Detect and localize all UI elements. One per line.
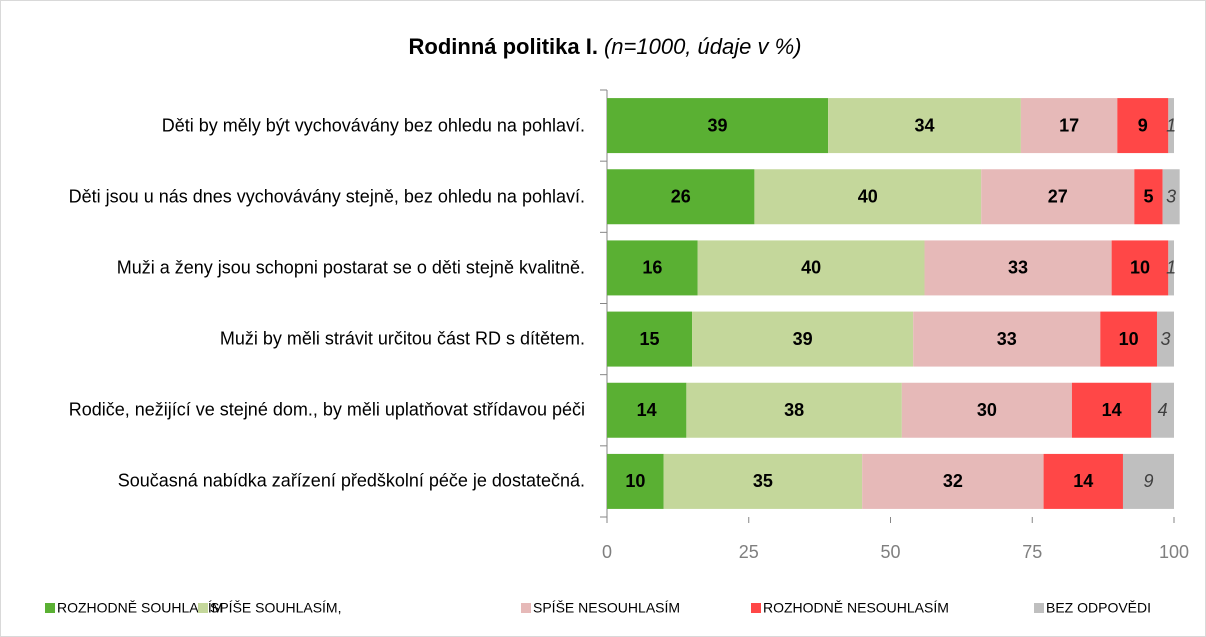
legend-swatch xyxy=(45,603,55,613)
legend-swatch xyxy=(751,603,761,613)
chart-title: Rodinná politika I. xyxy=(409,34,598,59)
value-label: 32 xyxy=(943,471,963,491)
bar-segment xyxy=(607,453,664,509)
value-label: 26 xyxy=(671,187,691,207)
bar-segment xyxy=(607,169,755,225)
value-label: 1 xyxy=(1166,115,1176,135)
bar-segment xyxy=(1151,382,1174,438)
bar-segment xyxy=(1100,311,1157,367)
category-label: Děti jsou u nás dnes vychovávány stejně,… xyxy=(68,186,585,207)
legend-label: SPÍŠE SOUHLASÍM, xyxy=(210,600,341,616)
legend-swatch xyxy=(1034,603,1044,613)
value-label: 35 xyxy=(753,471,773,491)
category-label: Současná nabídka zařízení předškolní péč… xyxy=(117,470,585,491)
value-label: 5 xyxy=(1143,187,1153,207)
legend-label: ROZHODNĚ NESOUHLASÍM xyxy=(763,600,949,616)
bar-segment xyxy=(754,169,982,225)
value-label: 9 xyxy=(1138,115,1148,135)
x-tick-label: 50 xyxy=(880,542,900,562)
value-label: 39 xyxy=(708,115,728,135)
bar-segment xyxy=(697,240,925,296)
value-label: 33 xyxy=(1008,258,1028,278)
value-label: 9 xyxy=(1143,471,1153,491)
value-label: 40 xyxy=(858,187,878,207)
value-label: 16 xyxy=(642,258,662,278)
value-label: 10 xyxy=(1119,329,1139,349)
bar-segment xyxy=(981,169,1135,225)
value-label: 4 xyxy=(1158,400,1168,420)
bar-segment xyxy=(607,98,829,154)
value-label: 10 xyxy=(625,471,645,491)
value-label: 15 xyxy=(640,329,660,349)
legend-swatch xyxy=(198,603,208,613)
bar-segment xyxy=(686,382,902,438)
x-tick-label: 0 xyxy=(602,542,612,562)
category-label: Děti by měly být vychovávány bez ohledu … xyxy=(161,115,585,136)
x-tick-label: 75 xyxy=(1022,542,1042,562)
value-label: 14 xyxy=(1102,400,1122,420)
value-label: 39 xyxy=(793,329,813,349)
value-label: 40 xyxy=(801,258,821,278)
bar-segment xyxy=(1111,240,1169,296)
bar-segment xyxy=(1122,453,1174,509)
bar-segment xyxy=(1117,98,1169,154)
bar-segment xyxy=(924,240,1112,296)
chart-subtitle: (n=1000, údaje v %) xyxy=(604,34,802,59)
chart-title-group: Rodinná politika I. (n=1000, údaje v %) xyxy=(409,34,802,59)
value-label: 14 xyxy=(637,400,657,420)
value-label: 3 xyxy=(1166,187,1176,207)
bar-segment xyxy=(862,453,1044,509)
value-label: 34 xyxy=(915,115,935,135)
value-label: 27 xyxy=(1048,187,1068,207)
bar-segment xyxy=(1071,382,1152,438)
value-label: 38 xyxy=(784,400,804,420)
value-label: 33 xyxy=(997,329,1017,349)
legend-label: ROZHODNĚ SOUHLASÍM xyxy=(57,600,223,616)
category-label: Muži a ženy jsou schopni postarat se o d… xyxy=(116,257,585,278)
category-label: Rodiče, nežijící ve stejné dom., by měli… xyxy=(68,399,585,420)
value-label: 30 xyxy=(977,400,997,420)
value-label: 10 xyxy=(1130,258,1150,278)
bar-segment xyxy=(1168,98,1174,154)
value-label: 17 xyxy=(1059,115,1079,135)
bar-segment xyxy=(1168,240,1174,296)
bar-segment xyxy=(828,98,1021,154)
bar-segment xyxy=(1156,311,1174,367)
value-label: 3 xyxy=(1160,329,1170,349)
bar-segment xyxy=(692,311,914,367)
legend-swatch xyxy=(521,603,531,613)
category-label: Muži by měli strávit určitou část RD s d… xyxy=(219,328,585,349)
bar-segment xyxy=(1134,169,1163,225)
x-tick-label: 25 xyxy=(739,542,759,562)
value-label: 14 xyxy=(1073,471,1093,491)
bar-segment xyxy=(913,311,1101,367)
bar-segment xyxy=(663,453,863,509)
legend-label: SPÍŠE NESOUHLASÍM xyxy=(533,600,680,616)
bar-segment xyxy=(1043,453,1123,509)
value-label: 1 xyxy=(1166,258,1176,278)
bar-segment xyxy=(1162,169,1180,225)
x-tick-label: 100 xyxy=(1159,542,1189,562)
bar-segment xyxy=(607,382,687,438)
bar-segment xyxy=(607,311,693,367)
bar-segment xyxy=(1020,98,1118,154)
legend-label: BEZ ODPOVĚDI xyxy=(1046,600,1151,616)
bar-segment xyxy=(607,240,698,296)
bar-segment xyxy=(901,382,1072,438)
